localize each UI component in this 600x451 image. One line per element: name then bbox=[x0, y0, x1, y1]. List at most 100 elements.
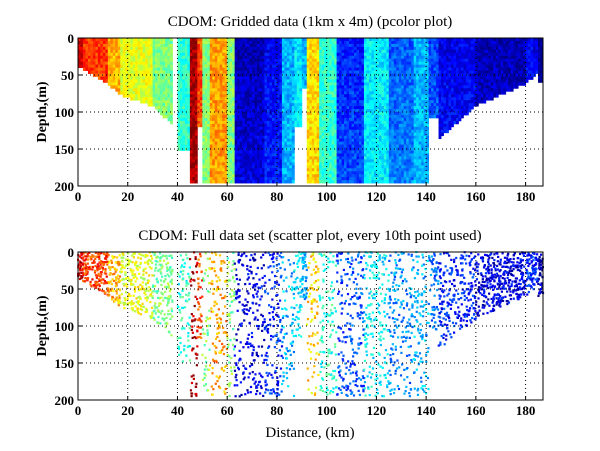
heatmap-cell bbox=[286, 70, 290, 74]
heatmap-cell bbox=[209, 168, 213, 172]
heatmap-cell bbox=[306, 165, 310, 169]
heatmap-cell bbox=[105, 49, 109, 54]
heatmap-cell bbox=[376, 55, 380, 60]
heatmap-cell bbox=[383, 103, 387, 107]
heatmap-cell bbox=[381, 49, 385, 54]
heatmap-cell bbox=[194, 177, 198, 181]
heatmap-cell bbox=[254, 147, 258, 151]
heatmap-cell bbox=[274, 126, 278, 131]
heatmap-cell bbox=[254, 88, 258, 92]
heatmap-cell bbox=[184, 64, 188, 68]
heatmap-cell bbox=[301, 43, 305, 48]
heatmap-cell bbox=[291, 123, 295, 128]
heatmap-cell bbox=[309, 123, 313, 128]
heatmap-cell bbox=[334, 132, 338, 137]
heatmap-cell bbox=[351, 103, 355, 107]
heatmap-cell bbox=[354, 46, 357, 51]
heatmap-cell bbox=[346, 165, 350, 169]
heatmap-cell bbox=[289, 138, 293, 142]
heatmap-cell bbox=[269, 162, 273, 166]
heatmap-cell bbox=[184, 109, 188, 113]
heatmap-cell bbox=[244, 159, 248, 163]
heatmap-cell bbox=[232, 38, 236, 42]
heatmap-cell bbox=[189, 165, 193, 169]
heatmap-cell bbox=[194, 165, 198, 169]
heatmap-cell bbox=[339, 100, 342, 104]
heatmap-cell bbox=[296, 79, 300, 83]
heatmap-cell bbox=[358, 132, 362, 137]
heatmap-cell bbox=[289, 46, 293, 51]
heatmap-cell bbox=[95, 55, 99, 60]
heatmap-cell bbox=[321, 126, 325, 131]
heatmap-cell bbox=[309, 85, 313, 89]
heatmap-cell bbox=[247, 52, 250, 57]
heatmap-cell bbox=[244, 106, 248, 110]
heatmap-cell bbox=[391, 177, 395, 181]
heatmap-cell bbox=[383, 177, 387, 181]
heatmap-cell bbox=[354, 132, 357, 137]
heatmap-cell bbox=[266, 67, 270, 71]
heatmap-cell bbox=[329, 38, 333, 42]
heatmap-cell bbox=[242, 106, 246, 110]
heatmap-cell bbox=[316, 67, 320, 71]
heatmap-cell bbox=[331, 91, 335, 95]
heatmap-cell bbox=[224, 126, 228, 131]
heatmap-cell bbox=[319, 64, 323, 68]
heatmap-cell bbox=[227, 150, 231, 154]
heatmap-cell bbox=[381, 106, 385, 110]
heatmap-cell bbox=[296, 43, 300, 48]
heatmap-cell bbox=[229, 141, 233, 145]
heatmap-cell bbox=[244, 38, 248, 42]
heatmap-cell bbox=[346, 171, 350, 175]
heatmap-cell bbox=[398, 126, 402, 131]
heatmap-cell bbox=[289, 150, 293, 154]
heatmap-cell bbox=[110, 40, 114, 45]
heatmap-cell bbox=[363, 82, 367, 86]
heatmap-cell bbox=[262, 126, 265, 131]
heatmap-cell bbox=[294, 97, 298, 101]
heatmap-cell bbox=[234, 132, 238, 137]
heatmap-cell bbox=[232, 162, 236, 166]
heatmap-cell bbox=[262, 120, 265, 125]
heatmap-cell bbox=[147, 76, 151, 80]
heatmap-cell bbox=[274, 162, 278, 166]
heatmap-cell bbox=[296, 64, 300, 68]
heatmap-cell bbox=[344, 85, 347, 89]
heatmap-cell bbox=[398, 138, 402, 142]
heatmap-cell bbox=[182, 49, 186, 54]
heatmap-cell bbox=[336, 123, 340, 128]
heatmap-cell bbox=[189, 58, 193, 63]
heatmap-cell bbox=[306, 43, 310, 48]
heatmap-cell bbox=[107, 82, 111, 86]
heatmap-cell bbox=[204, 120, 208, 125]
heatmap-cell bbox=[368, 58, 372, 63]
heatmap-cell bbox=[202, 129, 206, 134]
heatmap-cell bbox=[388, 52, 392, 57]
heatmap-cell bbox=[266, 73, 270, 77]
heatmap-cell bbox=[354, 123, 357, 128]
heatmap-cell bbox=[137, 61, 141, 66]
heatmap-cell bbox=[339, 150, 342, 154]
heatmap-cell bbox=[85, 40, 89, 45]
heatmap-cell bbox=[232, 97, 236, 101]
heatmap-cell bbox=[289, 55, 293, 60]
heatmap-cell bbox=[182, 73, 186, 77]
heatmap-cell bbox=[314, 79, 318, 83]
heatmap-cell bbox=[244, 162, 248, 166]
heatmap-cell bbox=[259, 114, 263, 119]
heatmap-cell bbox=[189, 91, 193, 95]
heatmap-cell bbox=[319, 138, 323, 142]
heatmap-cell bbox=[120, 61, 124, 66]
heatmap-cell bbox=[349, 117, 352, 122]
heatmap-cell bbox=[309, 156, 313, 160]
heatmap-cell bbox=[311, 120, 315, 125]
heatmap-cell bbox=[366, 177, 370, 181]
heatmap-cell bbox=[227, 58, 231, 63]
heatmap-cell bbox=[97, 43, 101, 48]
heatmap-cell bbox=[239, 67, 243, 71]
heatmap-cell bbox=[130, 52, 134, 57]
heatmap-cell bbox=[264, 144, 268, 148]
heatmap-cell bbox=[281, 58, 285, 63]
heatmap-cell bbox=[279, 135, 283, 140]
heatmap-cell bbox=[354, 168, 357, 172]
